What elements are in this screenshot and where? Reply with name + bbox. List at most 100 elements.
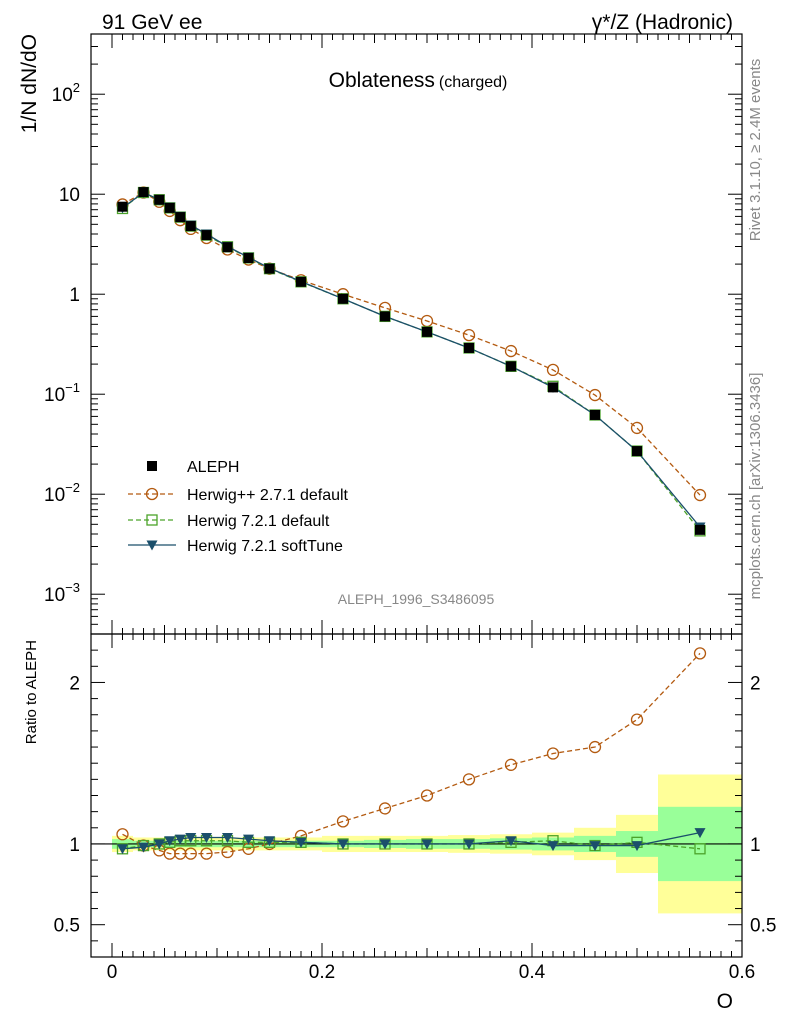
ratio-point-herwig-2-7-1-default — [116, 828, 129, 841]
y-tick-base: 10 — [44, 485, 65, 506]
y-tick-exponent: 2 — [73, 80, 80, 95]
point-aleph — [506, 361, 516, 372]
ratio-line-herwig-2-7-1-default — [122, 652, 701, 855]
x-axis-title: O — [717, 990, 733, 1013]
ratio-point-herwig-7-2-1-softtune — [164, 836, 176, 847]
legend-marker-herwig-7-2-1-default — [146, 514, 158, 526]
ratio-point-herwig-2-7-1-default — [630, 713, 644, 726]
point-aleph — [695, 524, 705, 535]
ratio-tick-label-right: 0.5 — [750, 916, 776, 937]
chart-title-main: Oblateness — [329, 69, 435, 92]
y-tick-base: 10 — [59, 185, 80, 206]
ratio-point-herwig-2-7-1-default — [378, 802, 392, 815]
point-herwig-2-7-1-default — [693, 488, 707, 502]
chart-title-suffix: (charged) — [439, 74, 507, 91]
point-aleph — [338, 293, 348, 304]
ratio-point-herwig-2-7-1-default — [504, 758, 518, 771]
point-aleph — [548, 382, 558, 393]
y-tick-base: 10 — [44, 385, 65, 406]
ratio-point-herwig-7-2-1-softtune — [589, 841, 601, 852]
ratio-tick-label-right: 1 — [750, 835, 761, 856]
ratio-point-herwig-7-2-1-softtune — [201, 832, 212, 843]
y-tick-base: 10 — [52, 85, 73, 106]
y-tick-label: 10−2 — [44, 480, 80, 506]
point-aleph — [117, 201, 128, 212]
ratio-point-herwig-2-7-1-default — [462, 773, 476, 786]
point-aleph — [201, 230, 212, 241]
point-aleph — [380, 311, 390, 322]
ratio-point-herwig-7-2-1-softtune — [337, 839, 349, 850]
ratio-point-herwig-7-2-1-softtune — [153, 839, 165, 850]
ratio-point-herwig-7-2-1-softtune — [547, 841, 559, 852]
legend-label-herwig-7-2-1-softtune: Herwig 7.2.1 softTune — [187, 538, 343, 555]
ratio-point-herwig-7-2-1-softtune — [505, 836, 517, 847]
ratio-point-herwig-7-2-1-softtune — [421, 839, 433, 850]
point-herwig-2-7-1-default — [462, 328, 476, 342]
ratio-point-herwig-7-2-1-softtune — [174, 834, 186, 845]
analysis-label: ALEPH_1996_S3486095 — [338, 591, 495, 607]
y-tick-label: 1 — [69, 285, 80, 306]
y-tick-label: 10−3 — [44, 580, 80, 606]
point-aleph — [464, 342, 474, 353]
ratio-point-herwig-7-2-1-softtune — [264, 836, 275, 847]
legend: ALEPH Herwig++ 2.7.1 default Herwig 7.2.1 … — [128, 459, 349, 555]
legend-label-aleph: ALEPH — [187, 459, 239, 476]
ratio-point-herwig-7-2-1-softtune — [243, 834, 254, 845]
y-tick-exponent: −1 — [65, 380, 80, 395]
ratio-point-herwig-7-2-1-softtune — [379, 839, 391, 850]
ratio-point-herwig-7-2-1-softtune — [222, 832, 233, 843]
point-aleph — [632, 446, 642, 457]
ratio-point-herwig-7-2-1-softtune — [138, 842, 149, 853]
chart-title: Oblateness (charged) — [329, 69, 508, 92]
y-axis-title: 1/N dN/dO — [18, 34, 41, 133]
x-tick-label: 0.4 — [519, 962, 546, 983]
ratio-point-herwig-2-7-1-default — [588, 740, 602, 754]
y-tick-exponent: −3 — [65, 580, 80, 595]
rivet-version-label: Rivet 3.1.10, ≥ 2.4M events — [747, 59, 764, 242]
point-aleph — [590, 409, 600, 420]
legend-marker-aleph — [147, 461, 157, 471]
x-tick-label: 0.6 — [729, 962, 755, 983]
ratio-point-herwig-2-7-1-default — [221, 845, 234, 859]
point-herwig-2-7-1-default — [630, 421, 644, 435]
point-aleph — [154, 194, 165, 205]
point-aleph — [175, 212, 186, 223]
ratio-axis-title: Ratio to ALEPH — [23, 640, 40, 744]
point-herwig-2-7-1-default — [504, 344, 518, 358]
point-aleph — [185, 221, 196, 232]
ratio-point-herwig-7-2-1-softtune — [295, 837, 307, 848]
legend-marker-herwig-7-2-1-softtune — [146, 540, 158, 551]
point-aleph — [296, 276, 306, 287]
mcplots-label: mcplots.cern.ch [arXiv:1306.3436] — [747, 373, 764, 600]
point-herwig-2-7-1-default — [546, 363, 560, 377]
ratio-tick-label-left: 0.5 — [54, 916, 80, 937]
point-herwig-2-7-1-default — [588, 388, 602, 402]
ratio-tick-label-left: 2 — [69, 673, 80, 694]
legend-label-herwig-7-2-1-default: Herwig 7.2.1 default — [187, 513, 330, 530]
y-tick-label: 102 — [52, 80, 80, 106]
y-tick-label: 10 — [59, 185, 80, 206]
ratio-point-herwig-7-2-1-softtune — [463, 839, 475, 850]
ratio-tick-label-right: 2 — [750, 673, 761, 694]
ratio-point-herwig-2-7-1-default — [420, 789, 434, 802]
legend-marker-herwig-2-7-1-default — [145, 487, 159, 501]
legend-label-herwig-2-7-1-default: Herwig++ 2.7.1 default — [187, 487, 349, 504]
point-aleph — [264, 263, 275, 274]
point-aleph — [138, 187, 149, 198]
y-tick-base: 1 — [69, 285, 80, 306]
y-tick-label: 10−1 — [44, 380, 80, 406]
point-aleph — [243, 253, 254, 264]
ratio-point-herwig-7-2-1-softtune — [694, 828, 706, 839]
header-right-label: γ*/Z (Hadronic) — [592, 11, 733, 34]
ratio-point-herwig-7-2-1-softtune — [631, 841, 643, 852]
ratio-point-herwig-7-2-1-softtune — [185, 832, 197, 843]
y-tick-exponent: −2 — [65, 480, 80, 495]
ratio-frame — [90, 633, 743, 958]
ratio-point-herwig-2-7-1-default — [693, 647, 707, 660]
ratio-point-herwig-7-2-1-default — [694, 843, 706, 855]
ratio-point-herwig-2-7-1-default — [200, 847, 213, 860]
x-tick-label: 0 — [107, 962, 118, 983]
ratio-point-herwig-2-7-1-default — [336, 815, 350, 828]
